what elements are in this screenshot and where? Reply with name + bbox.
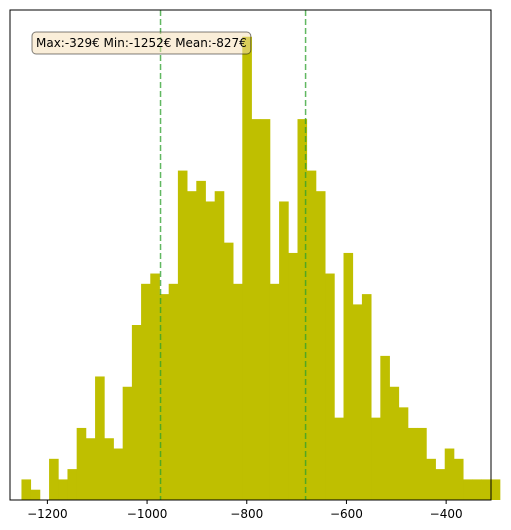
histogram-bar — [490, 479, 501, 500]
histogram-bar — [177, 170, 188, 500]
histogram-bar — [67, 469, 78, 500]
histogram-bar — [131, 325, 142, 500]
x-tick-label: −1200 — [27, 507, 68, 521]
histogram-bar — [398, 407, 409, 500]
x-tick-label: −800 — [230, 507, 263, 521]
histogram-bars — [21, 36, 501, 501]
histogram-bar — [187, 191, 197, 500]
histogram-bar — [260, 119, 271, 501]
histogram-bar — [205, 201, 216, 500]
histogram-bar — [122, 386, 133, 500]
x-axis-ticks: −1200 −1000 −800 −600 −400 — [27, 500, 463, 521]
histogram-bar — [481, 479, 492, 500]
stats-annotation-text: Max:-329€ Min:-1252€ Mean:-827€ — [36, 36, 247, 50]
histogram-bar — [251, 119, 262, 501]
histogram-bar — [159, 294, 170, 500]
histogram-bar — [49, 458, 59, 500]
histogram-bar — [389, 386, 400, 500]
histogram-bar — [168, 283, 179, 500]
histogram-bar — [472, 479, 482, 500]
histogram-bar — [196, 180, 206, 500]
histogram-bar — [463, 479, 473, 500]
histogram-bar — [150, 273, 160, 500]
histogram-bar — [95, 376, 105, 500]
reference-lines — [159, 10, 307, 500]
histogram-bar — [380, 355, 390, 500]
histogram-bar — [325, 273, 335, 500]
histogram-bar — [288, 252, 298, 500]
x-tick-label: −600 — [330, 507, 363, 521]
histogram-bar — [343, 252, 354, 500]
histogram-bar — [426, 458, 436, 500]
histogram-bar — [214, 191, 225, 500]
histogram-bar — [21, 479, 32, 500]
histogram-bar — [141, 283, 151, 500]
histogram-bar — [361, 294, 372, 500]
histogram-bar — [233, 283, 243, 500]
histogram-bar — [407, 427, 418, 500]
histogram-bar — [453, 458, 464, 500]
histogram-bar — [352, 304, 363, 500]
histogram-bar — [279, 201, 289, 500]
plot-frame — [9, 9, 492, 501]
stats-annotation-box — [31, 31, 252, 55]
histogram-bar — [334, 417, 344, 500]
histogram-bar — [242, 36, 252, 500]
histogram-bar — [315, 191, 326, 500]
histogram-bar — [269, 283, 280, 500]
histogram-bar — [297, 119, 308, 501]
histogram-bar — [371, 417, 381, 500]
histogram-bar — [435, 469, 446, 500]
histogram-bar — [85, 438, 96, 500]
histogram-bar — [30, 489, 41, 500]
histogram-bar — [223, 242, 234, 500]
histogram-bar — [417, 427, 427, 500]
histogram-bar — [306, 170, 317, 500]
stats-annotation: Max:-329€ Min:-1252€ Mean:-827€ — [31, 31, 252, 55]
x-tick-label: −1000 — [127, 507, 168, 521]
histogram-bar — [58, 479, 68, 500]
histogram-bar — [76, 427, 87, 500]
histogram-bar — [444, 448, 455, 500]
histogram-bar — [113, 448, 124, 500]
histogram-bar — [104, 438, 114, 500]
x-tick-label: −400 — [430, 507, 463, 521]
